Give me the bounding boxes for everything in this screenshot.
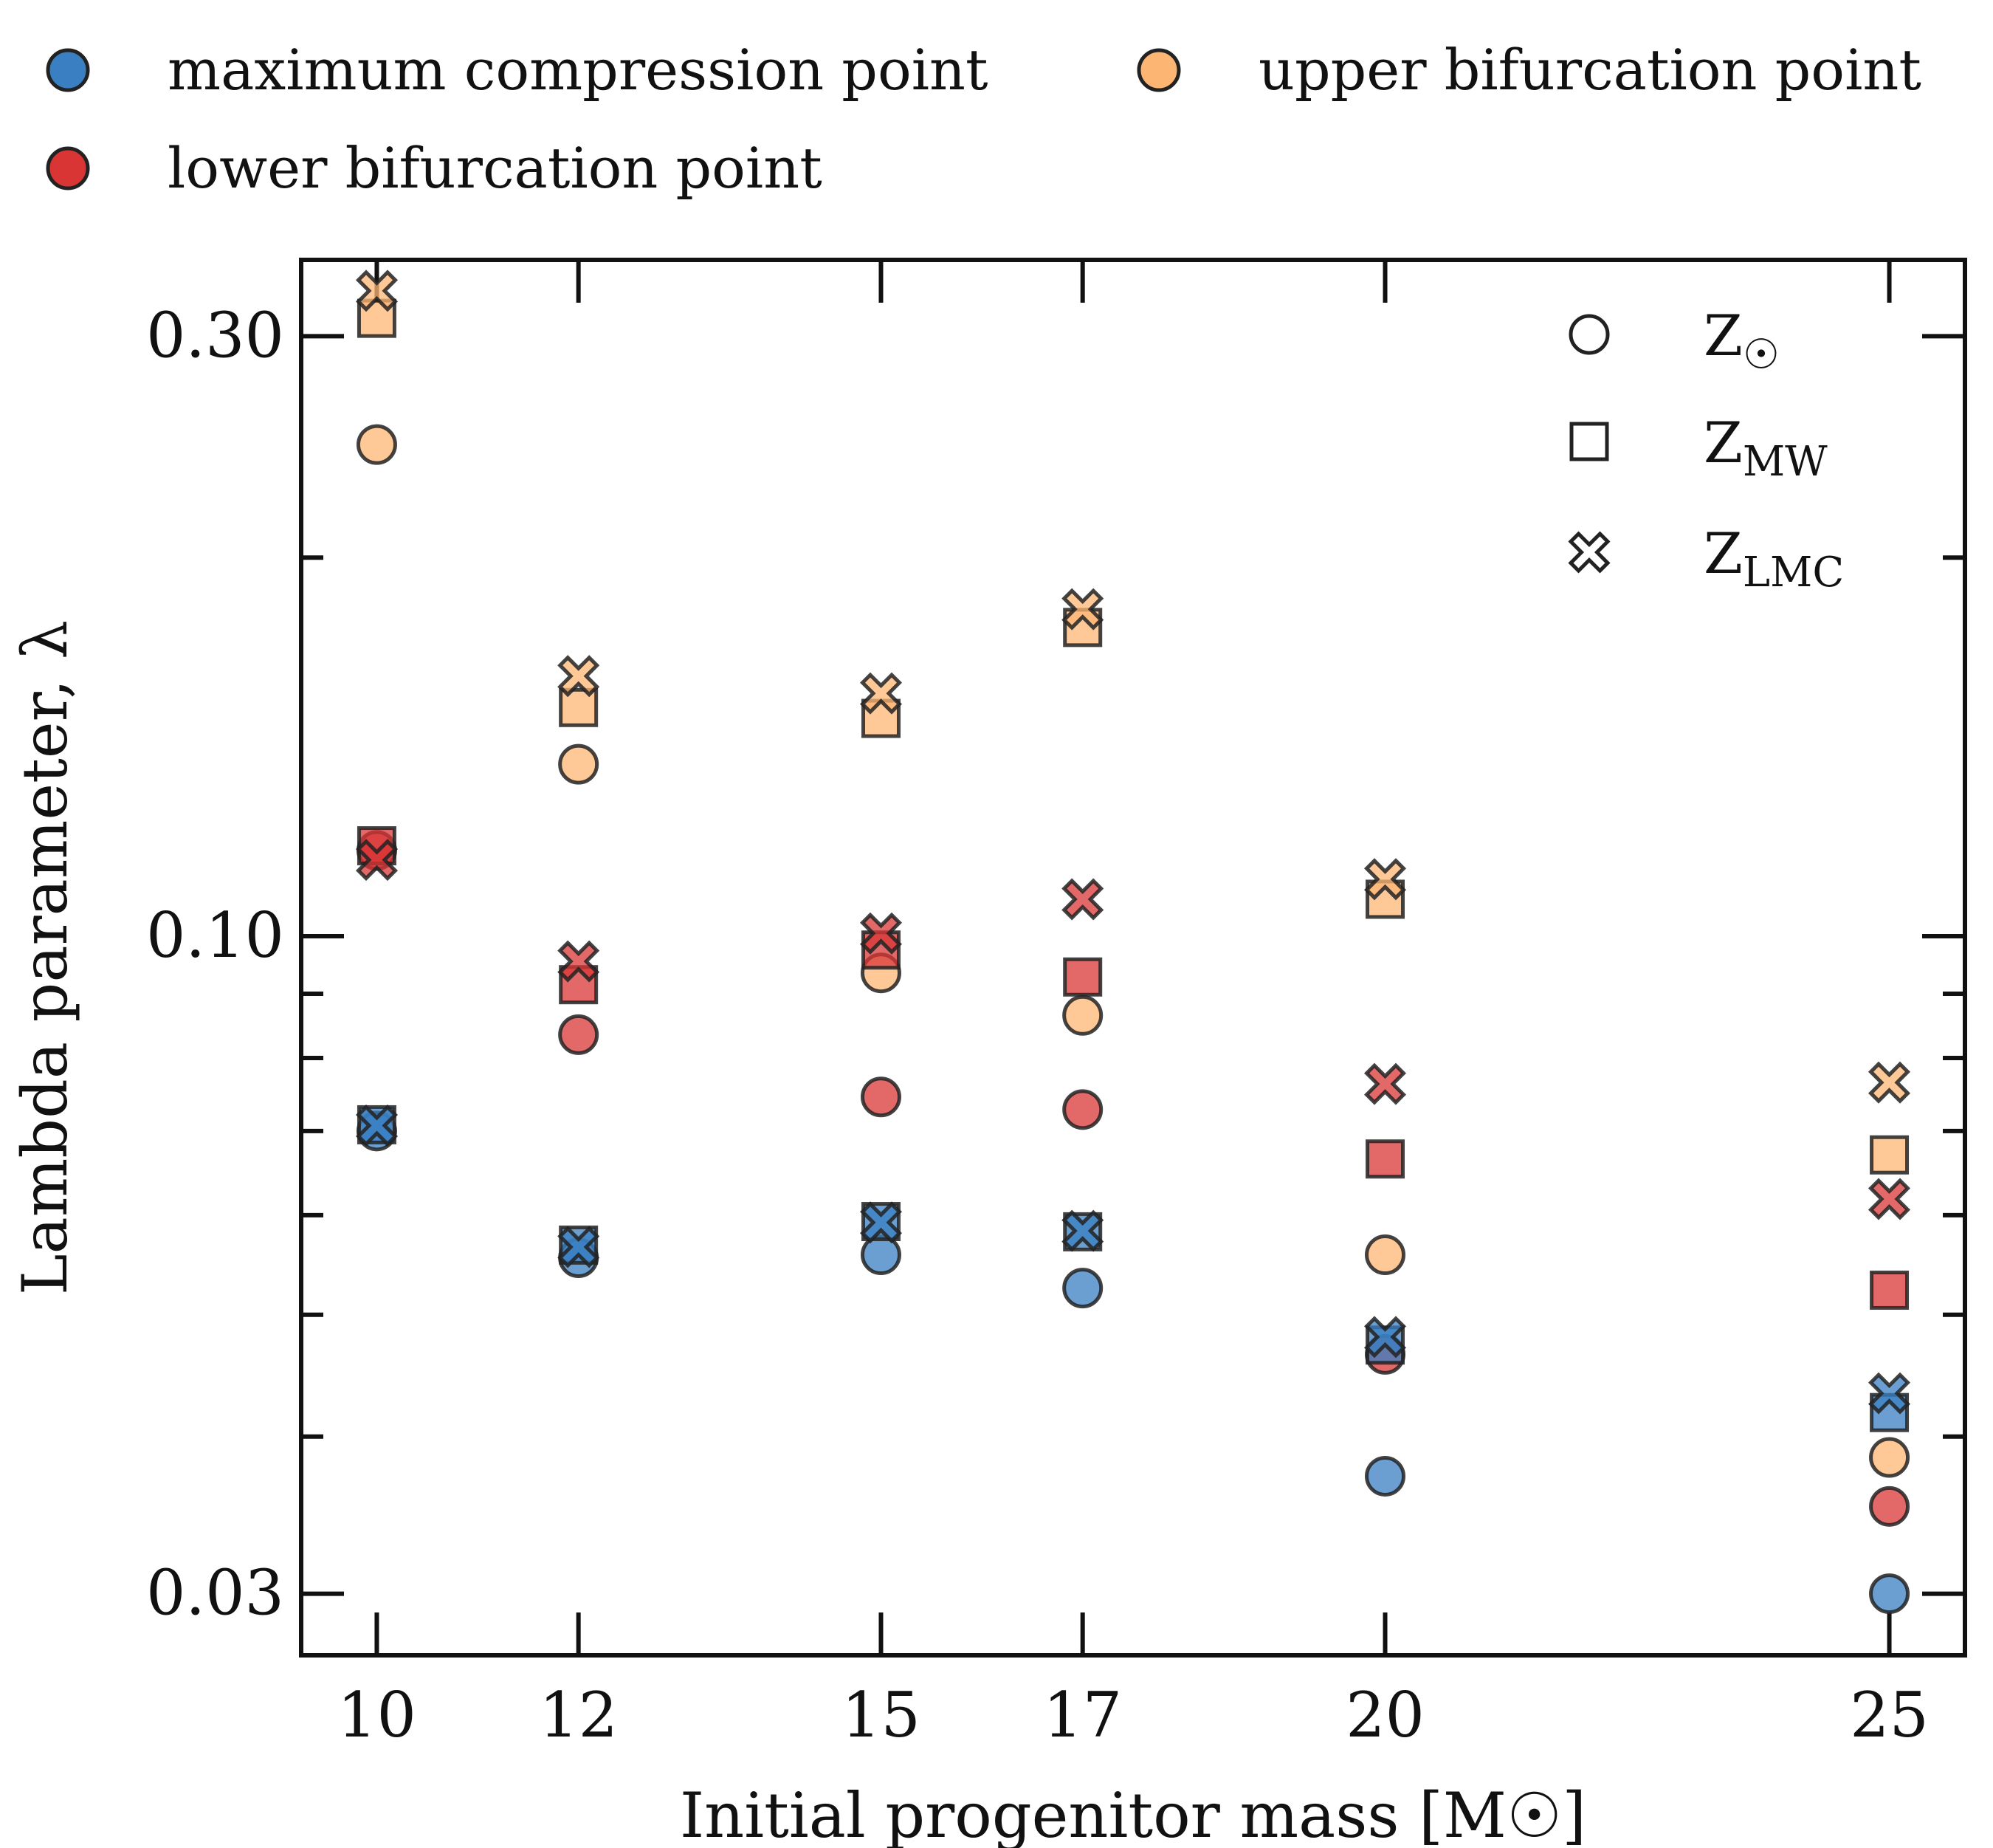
data-point-max-x (1363, 1316, 1407, 1358)
data-point-lower-circle (1869, 1485, 1910, 1527)
data-point-lower-x (1363, 1062, 1407, 1105)
data-point-upper-circle (1062, 995, 1104, 1036)
legend-marker-sun (1569, 314, 1610, 355)
data-point-upper-x (557, 655, 600, 698)
data-point-upper-square (1870, 1135, 1910, 1175)
data-point-max-circle (1062, 1268, 1104, 1309)
y-axis-label: Lambda parameter, λ (9, 620, 81, 1295)
plot-area: Z☉ ZMW ZLMC (299, 258, 1967, 1658)
marker-legend: Z☉ ZMW ZLMC (1568, 303, 1844, 597)
data-point-max-circle (1365, 1455, 1406, 1497)
data-point-lower-x (1061, 878, 1104, 921)
y-tick-labels: 0.03 0.10 0.30 (146, 299, 284, 1629)
data-point-upper-circle (356, 424, 397, 465)
legend-marker-mw (1569, 422, 1609, 461)
data-point-upper-x (355, 269, 399, 312)
x-tick-label: 15 (841, 1679, 920, 1751)
legend-swatch-lower (46, 146, 90, 190)
data-point-upper-x (859, 672, 903, 715)
data-point-max-x (355, 1104, 399, 1147)
x-tick-label: 10 (337, 1679, 416, 1751)
legend-swatch-max (46, 48, 90, 92)
legend-label-upper: upper bifurcation point (1259, 37, 1921, 103)
plot-frame (299, 258, 1967, 1658)
data-point-upper-circle (558, 743, 599, 785)
data-point-max-x (1868, 1372, 1911, 1415)
x-tick-labels: 10 12 15 17 20 25 (337, 1679, 1929, 1751)
data-point-lower-square (1870, 1270, 1910, 1310)
data-point-lower-square (1366, 1139, 1405, 1179)
data-point-upper-x (1868, 1061, 1911, 1104)
data-point-max-x (1061, 1209, 1104, 1252)
data-point-lower-x (1868, 1178, 1911, 1220)
y-tick-label: 0.30 (146, 299, 284, 371)
data-point-upper-circle (1365, 1234, 1406, 1276)
data-point-lower-x (859, 912, 903, 955)
data-points (355, 269, 1911, 1615)
data-point-upper-x (1061, 588, 1104, 631)
data-point-upper-circle (1869, 1437, 1910, 1478)
x-tick-label: 12 (539, 1679, 618, 1751)
legend-swatch-upper (1137, 48, 1181, 92)
data-point-max-x (557, 1226, 600, 1268)
legend-marker-label-lmc: ZLMC (1704, 521, 1844, 597)
legend-marker-label-mw: ZMW (1704, 410, 1828, 486)
data-point-lower-x (557, 940, 600, 983)
legend-label-lower: lower bifurcation point (168, 135, 822, 201)
y-tick-label: 0.03 (146, 1557, 284, 1629)
color-legend: maximum compression point upper bifurcati… (46, 37, 1921, 201)
x-tick-label: 25 (1850, 1679, 1929, 1751)
data-point-max-x (859, 1201, 903, 1244)
x-tick-label: 20 (1346, 1679, 1425, 1751)
y-tick-label: 0.10 (146, 899, 284, 972)
data-point-max-circle (1869, 1573, 1910, 1615)
legend-label-max: maximum compression point (168, 37, 988, 103)
data-point-lower-circle (558, 1014, 599, 1055)
legend-marker-label-sun: Z☉ (1704, 303, 1780, 379)
data-point-lower-circle (1062, 1089, 1104, 1130)
x-axis-label: Initial progenitor mass [M☉] (680, 1779, 1586, 1848)
data-point-upper-x (1363, 858, 1407, 901)
legend-marker-lmc (1568, 531, 1611, 574)
x-tick-label: 17 (1043, 1679, 1122, 1751)
axis-ticks (301, 260, 1965, 1655)
data-point-lower-x (355, 839, 399, 882)
data-point-max-circle (860, 1234, 901, 1276)
data-point-lower-circle (860, 1076, 901, 1118)
data-point-lower-square (1063, 957, 1103, 997)
